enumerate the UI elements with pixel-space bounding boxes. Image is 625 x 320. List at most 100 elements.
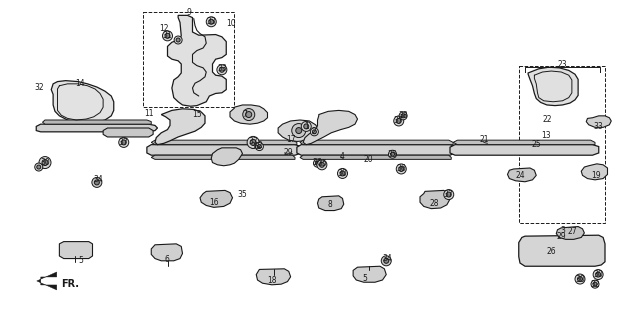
Text: 2: 2: [257, 141, 262, 150]
Text: 22: 22: [542, 116, 552, 124]
Text: 36: 36: [396, 164, 406, 173]
Text: 6: 6: [164, 255, 169, 264]
Bar: [519, 66, 605, 223]
Text: 3: 3: [560, 226, 565, 235]
Polygon shape: [42, 120, 151, 124]
Text: 5: 5: [79, 256, 84, 265]
Text: 33: 33: [217, 64, 227, 73]
Text: 30: 30: [40, 158, 50, 167]
Circle shape: [593, 269, 603, 280]
Circle shape: [384, 258, 389, 263]
Text: 15: 15: [192, 110, 202, 119]
Text: 13: 13: [541, 131, 551, 140]
Polygon shape: [155, 109, 205, 145]
Text: 38: 38: [398, 111, 408, 120]
Circle shape: [247, 136, 259, 148]
Polygon shape: [200, 190, 232, 207]
Circle shape: [162, 31, 172, 41]
Circle shape: [593, 282, 597, 286]
Text: 30: 30: [593, 270, 603, 279]
Circle shape: [174, 36, 182, 44]
Polygon shape: [103, 128, 153, 137]
Text: 16: 16: [209, 198, 219, 207]
Circle shape: [399, 112, 407, 120]
Polygon shape: [151, 244, 182, 261]
Circle shape: [399, 166, 404, 172]
Circle shape: [209, 19, 214, 24]
Circle shape: [391, 152, 394, 156]
Polygon shape: [51, 81, 114, 123]
Circle shape: [311, 128, 318, 136]
Polygon shape: [556, 227, 584, 239]
Circle shape: [256, 142, 263, 151]
Text: 35: 35: [317, 159, 327, 168]
Circle shape: [304, 124, 309, 129]
Text: 18: 18: [267, 276, 277, 285]
Circle shape: [258, 145, 261, 148]
Circle shape: [396, 118, 401, 124]
Polygon shape: [230, 105, 268, 124]
Text: 29: 29: [556, 232, 566, 241]
Circle shape: [37, 165, 41, 169]
Text: 25: 25: [531, 140, 541, 149]
Circle shape: [316, 161, 319, 165]
Text: 21: 21: [479, 135, 489, 144]
Polygon shape: [528, 67, 578, 106]
Circle shape: [591, 280, 599, 288]
Text: 33: 33: [594, 122, 604, 131]
Circle shape: [401, 114, 405, 118]
Text: 37: 37: [119, 138, 129, 147]
Circle shape: [35, 163, 42, 171]
Text: 35: 35: [238, 190, 248, 199]
Circle shape: [42, 160, 48, 165]
Polygon shape: [300, 155, 451, 159]
Polygon shape: [353, 266, 386, 282]
Text: 10: 10: [226, 19, 236, 28]
Polygon shape: [211, 148, 242, 166]
Circle shape: [121, 140, 126, 145]
Circle shape: [340, 171, 345, 176]
Text: 20: 20: [363, 155, 373, 164]
Text: 37: 37: [444, 190, 454, 199]
Circle shape: [446, 192, 451, 197]
Polygon shape: [318, 196, 344, 211]
Text: 32: 32: [34, 83, 44, 92]
Circle shape: [444, 189, 454, 200]
Text: 19: 19: [591, 171, 601, 180]
Text: 36: 36: [312, 158, 322, 167]
Polygon shape: [303, 110, 358, 145]
Circle shape: [119, 137, 129, 148]
Polygon shape: [297, 145, 455, 155]
Text: 33: 33: [206, 17, 216, 26]
Circle shape: [314, 159, 321, 167]
Text: 14: 14: [75, 79, 85, 88]
Polygon shape: [256, 269, 291, 285]
Text: 26: 26: [546, 247, 556, 256]
Polygon shape: [519, 235, 605, 266]
Circle shape: [165, 33, 170, 38]
Text: 23: 23: [558, 60, 568, 69]
Polygon shape: [300, 140, 453, 145]
Text: 28: 28: [429, 199, 439, 208]
Circle shape: [317, 160, 327, 170]
Polygon shape: [36, 124, 158, 132]
Polygon shape: [147, 145, 301, 155]
Text: 37: 37: [248, 137, 258, 146]
Polygon shape: [151, 155, 295, 159]
Polygon shape: [450, 145, 599, 155]
Text: 2: 2: [312, 127, 317, 136]
Circle shape: [246, 112, 252, 117]
Polygon shape: [586, 116, 611, 127]
Circle shape: [250, 140, 256, 145]
Polygon shape: [278, 120, 319, 141]
Circle shape: [578, 276, 582, 282]
Circle shape: [296, 128, 302, 133]
Text: 9: 9: [186, 8, 191, 17]
Text: 31: 31: [162, 31, 172, 40]
Bar: [142, 12, 234, 107]
Text: 17: 17: [286, 135, 296, 144]
Text: 32: 32: [590, 280, 600, 289]
Polygon shape: [151, 140, 297, 145]
Text: 30: 30: [338, 169, 348, 178]
Text: 38: 38: [250, 142, 260, 151]
